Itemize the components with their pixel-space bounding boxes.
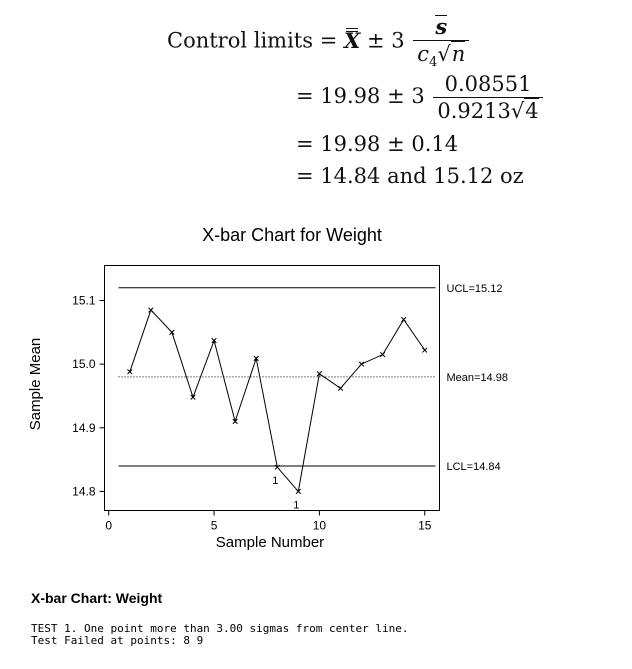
y-tick-label: 15.0 <box>72 357 96 371</box>
control-limits-line1: Control limits = X ± 3 s c4√n <box>167 14 470 70</box>
data-point <box>316 371 323 377</box>
ucl-label: UCL=15.12 <box>447 283 503 295</box>
flag-label: 1 <box>272 475 278 487</box>
control-limits-line4: = 14.84 and 15.12 oz <box>296 164 524 188</box>
x-tick-label: 15 <box>418 519 432 533</box>
x-tick-label: 5 <box>211 519 218 533</box>
data-point <box>127 369 133 375</box>
test-failed-line: Test Failed at points: 8 9 <box>31 634 204 647</box>
x-tick-label: 10 <box>313 519 327 533</box>
data-point <box>211 337 217 344</box>
numeric-fraction: 0.08551 0.9213√4 <box>433 72 543 123</box>
sbar-fraction: s c4√n <box>413 14 470 70</box>
data-point <box>422 347 428 353</box>
x-tick-label: 0 <box>105 519 112 533</box>
data-point <box>358 361 365 367</box>
data-point <box>190 394 196 400</box>
test-result-line: TEST 1. One point more than 3.00 sigmas … <box>31 622 409 635</box>
series-line <box>129 309 426 493</box>
data-point <box>337 385 344 391</box>
y-tick-label: 14.8 <box>72 484 96 498</box>
y-axis-label: Sample Mean <box>27 338 44 431</box>
data-point <box>401 316 407 323</box>
flag-label: 1 <box>293 499 299 511</box>
data-point <box>169 329 175 335</box>
data-point <box>295 488 301 495</box>
formula-label: Control limits <box>167 28 314 53</box>
lcl-label: LCL=14.84 <box>447 461 501 473</box>
control-limits-line3: = 19.98 ± 0.14 <box>296 132 459 156</box>
data-point <box>274 464 280 470</box>
x-axis-label: Sample Number <box>216 534 324 551</box>
control-limits-line2: = 19.98 ± 3 0.08551 0.9213√4 <box>296 72 543 123</box>
plot-frame <box>104 265 440 511</box>
y-tick-label: 14.9 <box>72 421 96 435</box>
mean-label: Mean=14.98 <box>447 372 508 384</box>
xbar-chart: X-bar Chart for Weight Sample Mean Sampl… <box>27 225 508 551</box>
data-point <box>232 418 238 425</box>
data-point <box>253 355 259 362</box>
data-point <box>379 351 386 358</box>
y-tick-label: 15.1 <box>72 294 96 308</box>
chart-title: X-bar Chart for Weight <box>202 225 382 245</box>
report-title: X-bar Chart: Weight <box>31 590 163 606</box>
grand-mean-symbol: X <box>344 27 361 53</box>
data-point <box>148 307 154 313</box>
